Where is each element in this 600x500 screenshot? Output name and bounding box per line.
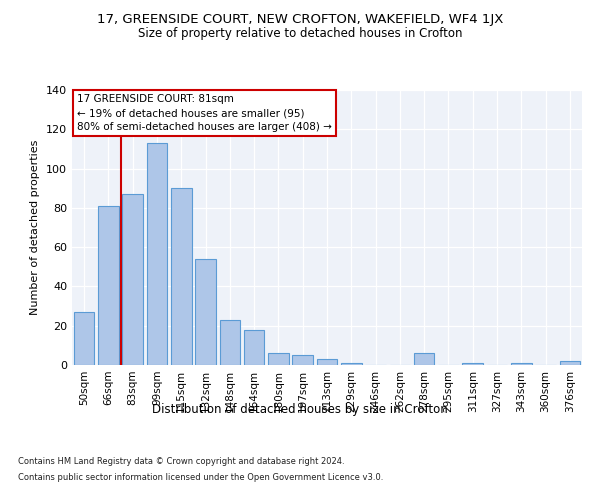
Text: Contains public sector information licensed under the Open Government Licence v3: Contains public sector information licen… (18, 472, 383, 482)
Bar (220, 320, 240, 365)
Bar (317, 359, 337, 365)
Bar (414, 353, 434, 365)
Bar (292, 355, 313, 365)
Bar (98, 206, 119, 365)
Bar (122, 194, 143, 365)
Bar (341, 363, 362, 365)
Text: 17 GREENSIDE COURT: 81sqm
← 19% of detached houses are smaller (95)
80% of semi-: 17 GREENSIDE COURT: 81sqm ← 19% of detac… (77, 94, 332, 132)
Bar (560, 361, 580, 365)
Text: Contains HM Land Registry data © Crown copyright and database right 2024.: Contains HM Land Registry data © Crown c… (18, 458, 344, 466)
Bar (244, 330, 265, 365)
Y-axis label: Number of detached properties: Number of detached properties (31, 140, 40, 315)
Text: 17, GREENSIDE COURT, NEW CROFTON, WAKEFIELD, WF4 1JX: 17, GREENSIDE COURT, NEW CROFTON, WAKEFI… (97, 12, 503, 26)
Bar (268, 353, 289, 365)
Text: Size of property relative to detached houses in Crofton: Size of property relative to detached ho… (138, 28, 462, 40)
Bar (511, 363, 532, 365)
Bar (171, 188, 191, 365)
Bar (74, 312, 94, 365)
Bar (463, 363, 483, 365)
Bar (195, 259, 216, 365)
Text: Distribution of detached houses by size in Crofton: Distribution of detached houses by size … (152, 402, 448, 415)
Bar (146, 143, 167, 365)
